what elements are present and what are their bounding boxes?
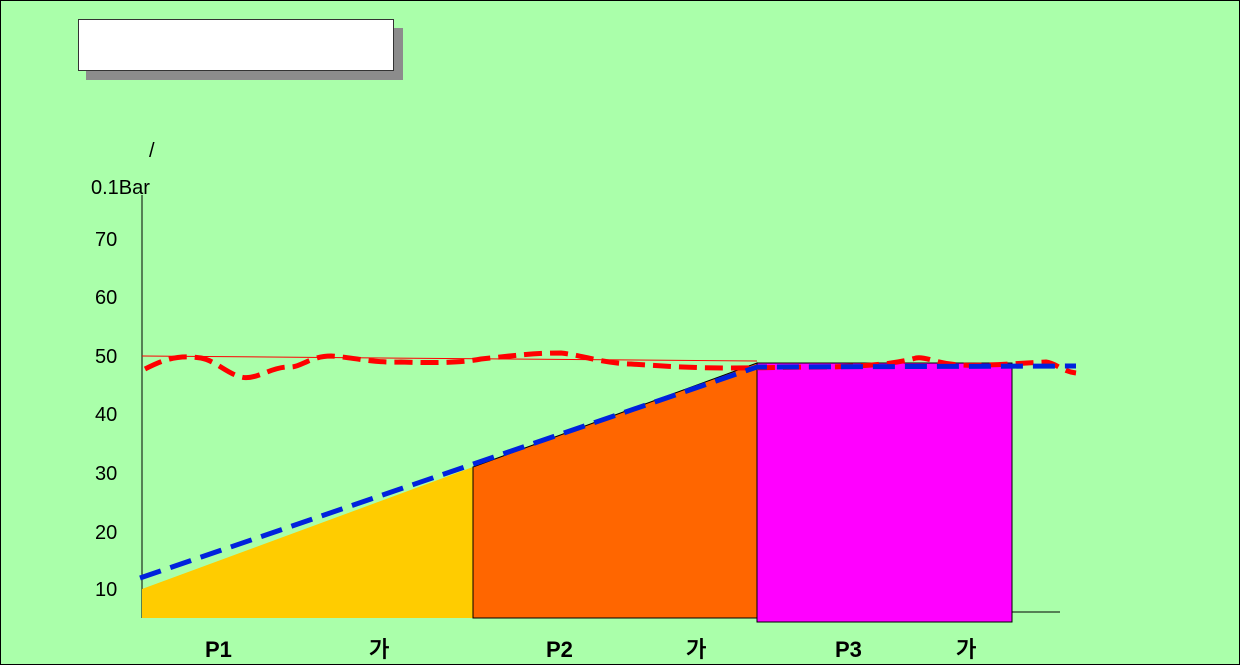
- phase-p2-region: [472, 362, 758, 619]
- phase-p1-region: [142, 467, 473, 618]
- phase-p3-suffix: 가: [956, 637, 976, 662]
- phase-p3-label: P3: [835, 637, 862, 662]
- phase-p2-label: P2: [546, 637, 573, 662]
- phase-p1-suffix: 가: [369, 637, 389, 662]
- target-pressure-line: [139, 363, 1077, 581]
- tick-label-40: 40: [95, 404, 117, 426]
- title-box: [78, 19, 394, 71]
- phase-p3-region: [756, 362, 1013, 623]
- measured-pressure-line: [143, 350, 1077, 381]
- phase-p1-label: P1: [205, 637, 232, 662]
- tick-label-20: 20: [95, 522, 117, 544]
- reference-line: [141, 355, 758, 362]
- y-axis-unit-slash: /: [149, 140, 155, 162]
- tick-label-10: 10: [95, 579, 117, 601]
- tick-label-50: 50: [95, 346, 117, 368]
- tick-label-60: 60: [95, 287, 117, 309]
- y-axis-unit: 0.1Bar: [91, 177, 150, 199]
- tick-label-70: 70: [95, 229, 117, 251]
- phase-p2-suffix: 가: [686, 637, 706, 662]
- tick-label-30: 30: [95, 463, 117, 485]
